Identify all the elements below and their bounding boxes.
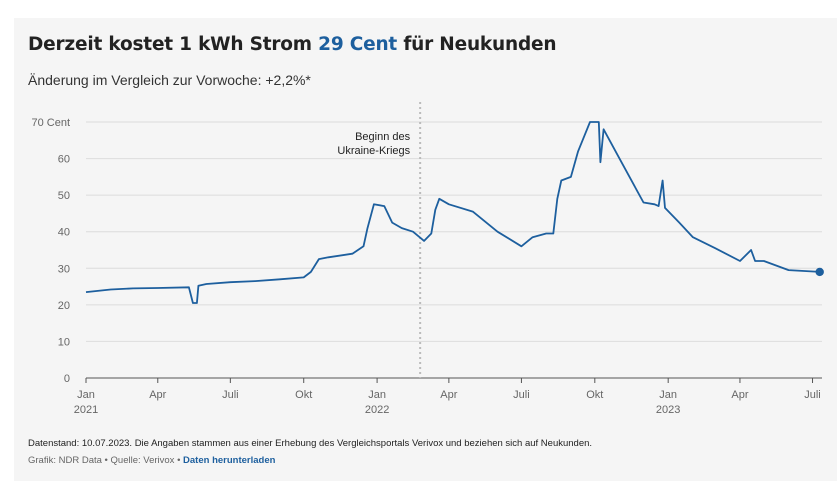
chart-subtitle: Änderung im Vergleich zur Vorwoche: +2,2… — [28, 72, 311, 88]
line-chart: 0 10 20 30 40 50 60 70 Cent Jan 2021 Apr Juli Okt Jan… — [31, 102, 824, 416]
credit-text: Grafik: NDR Data — [28, 455, 102, 466]
y-tick-label: 40 — [58, 227, 70, 239]
x-tick-label: Apr — [440, 389, 457, 401]
separator: • — [177, 455, 181, 466]
x-tick-year-label: 2021 — [74, 404, 98, 416]
y-tick-label: 30 — [58, 263, 70, 275]
footnote-credits: Grafik: NDR Data • Quelle: Verivox • Dat… — [28, 455, 275, 466]
chart-title: Derzeit kostet 1 kWh Strom 29 Cent für N… — [28, 34, 557, 55]
x-tick-label: Jan — [368, 389, 386, 401]
annotation-text-line1: Beginn des — [355, 131, 411, 143]
separator: • — [104, 455, 108, 466]
x-tick-label: Okt — [586, 389, 603, 401]
y-tick-label: 10 — [58, 336, 70, 348]
x-tick-label: Apr — [731, 389, 748, 401]
x-tick-label: Juli — [513, 389, 530, 401]
x-tick-label: Jan — [77, 389, 95, 401]
footnote-source-note: Datenstand: 10.07.2023. Die Angaben stam… — [28, 438, 593, 449]
x-tick-year-label: 2022 — [365, 404, 389, 416]
x-tick-label: Juli — [804, 389, 821, 401]
title-highlight-price: 29 Cent — [318, 34, 398, 55]
title-text-end: für Neukunden — [403, 34, 557, 55]
x-tick-year-label: 2023 — [656, 404, 680, 416]
chart-card: Derzeit kostet 1 kWh Strom 29 Cent für N… — [14, 18, 837, 481]
x-tick-label: Jan — [659, 389, 677, 401]
series-line-strompreis — [85, 121, 820, 304]
y-tick-label: 60 — [58, 154, 70, 166]
series-endpoint-marker — [815, 267, 824, 277]
title-text: Derzeit kostet 1 kWh Strom — [28, 34, 312, 55]
x-tick-label: Apr — [149, 389, 166, 401]
download-data-link[interactable]: Daten herunterladen — [183, 455, 276, 466]
x-tick-label: Okt — [295, 389, 312, 401]
x-tick-label: Juli — [222, 389, 239, 401]
y-tick-label: 50 — [58, 190, 70, 202]
annotation-text-line2: Ukraine-Kriegs — [337, 145, 410, 157]
y-tick-label: 0 — [64, 373, 70, 385]
source-text: Quelle: Verivox — [110, 455, 175, 466]
y-tick-label: 20 — [58, 300, 70, 312]
y-tick-label: 70 Cent — [31, 117, 70, 129]
